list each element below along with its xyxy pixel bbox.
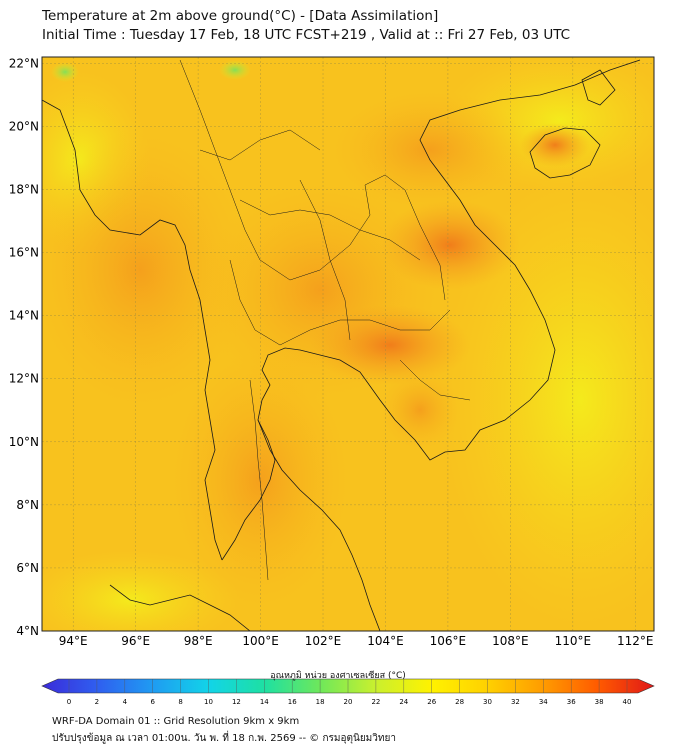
- colorbar-tick-label: 32: [511, 698, 520, 706]
- map-frame: [41, 56, 655, 632]
- colorbar-tick-label: 38: [595, 698, 604, 706]
- colorbar-tick-label: 34: [539, 698, 548, 706]
- colorbar-tick-label: 10: [204, 698, 213, 706]
- lat-tick-label: 12°N: [9, 372, 39, 386]
- colorbar-tick-label: 14: [260, 698, 269, 706]
- colorbar-tick-label: 28: [455, 698, 464, 706]
- colorbar-label: อุณหภูมิ หน่วย องศาเซลเซียส (°C): [270, 671, 406, 681]
- lat-tick-label: 8°N: [16, 498, 39, 512]
- lon-tick-label: 104°E: [367, 634, 404, 648]
- lon-tick-label: 94°E: [59, 634, 88, 648]
- update-info: ปรับปรุงข้อมูล ณ เวลา 01:00น. วัน พ. ที่…: [52, 733, 396, 744]
- colorbar-tick-label: 30: [483, 698, 492, 706]
- lon-tick-label: 106°E: [430, 634, 467, 648]
- colorbar-tick-label: 4: [123, 698, 128, 706]
- colorbar-tick-label: 0: [67, 698, 71, 706]
- lat-tick-label: 14°N: [9, 309, 39, 323]
- lat-tick-label: 10°N: [9, 435, 39, 449]
- colorbar: 0 2 4 6 8 10 12 14 16 18 20 22 24 26 28 30 32 34 36 38 40: [41, 678, 655, 706]
- colorbar-tick-label: 12: [232, 698, 241, 706]
- colorbar-tick-label: 20: [344, 698, 353, 706]
- model-info: WRF-DA Domain 01 :: Grid Resolution 9km …: [52, 716, 300, 727]
- colorbar-tick-label: 16: [288, 698, 297, 706]
- lon-tick-label: 102°E: [305, 634, 342, 648]
- colorbar-ticks: 0 2 4 6 8 10 12 14 16 18 20 22 24 26 28 30 32 34 36 38 40: [67, 679, 632, 706]
- lat-tick-label: 22°N: [9, 56, 39, 70]
- colorbar-tick-label: 8: [178, 698, 182, 706]
- map-title: Temperature at 2m above ground(°C) - [Da…: [42, 8, 439, 24]
- lat-tick-label: 20°N: [9, 119, 39, 133]
- lat-tick-label: 16°N: [9, 246, 39, 260]
- latitude-labels: 22°N 20°N 18°N 16°N 14°N 12°N 10°N 8°N 6°N 4°N: [9, 56, 39, 638]
- lat-tick-label: 4°N: [16, 624, 39, 638]
- province-borders: [179, 59, 471, 581]
- colorbar-tick-label: 6: [150, 698, 155, 706]
- lat-tick-label: 18°N: [9, 182, 39, 196]
- colorbar-tick-label: 22: [371, 698, 380, 706]
- colorbar-tick-label: 26: [427, 698, 436, 706]
- colorbar-tick-label: 40: [623, 698, 632, 706]
- lat-tick-label: 6°N: [16, 561, 39, 575]
- map-subtitle: Initial Time : Tuesday 17 Feb, 18 UTC FC…: [42, 27, 571, 43]
- temperature-field: [42, 57, 654, 631]
- colorbar-tick-label: 2: [95, 698, 99, 706]
- lon-tick-label: 110°E: [555, 634, 592, 648]
- colorbar-tick-label: 18: [316, 698, 325, 706]
- lon-tick-label: 112°E: [617, 634, 654, 648]
- lon-tick-label: 96°E: [121, 634, 150, 648]
- coastlines: [42, 59, 641, 631]
- colorbar-tick-label: 36: [567, 698, 576, 706]
- colorbar-tick-label: 24: [399, 698, 408, 706]
- longitude-labels: 94°E 96°E 98°E 100°E 102°E 104°E 106°E 108°E 110…: [59, 634, 654, 648]
- lon-tick-label: 100°E: [242, 634, 279, 648]
- lon-tick-label: 108°E: [492, 634, 529, 648]
- lon-tick-label: 98°E: [184, 634, 213, 648]
